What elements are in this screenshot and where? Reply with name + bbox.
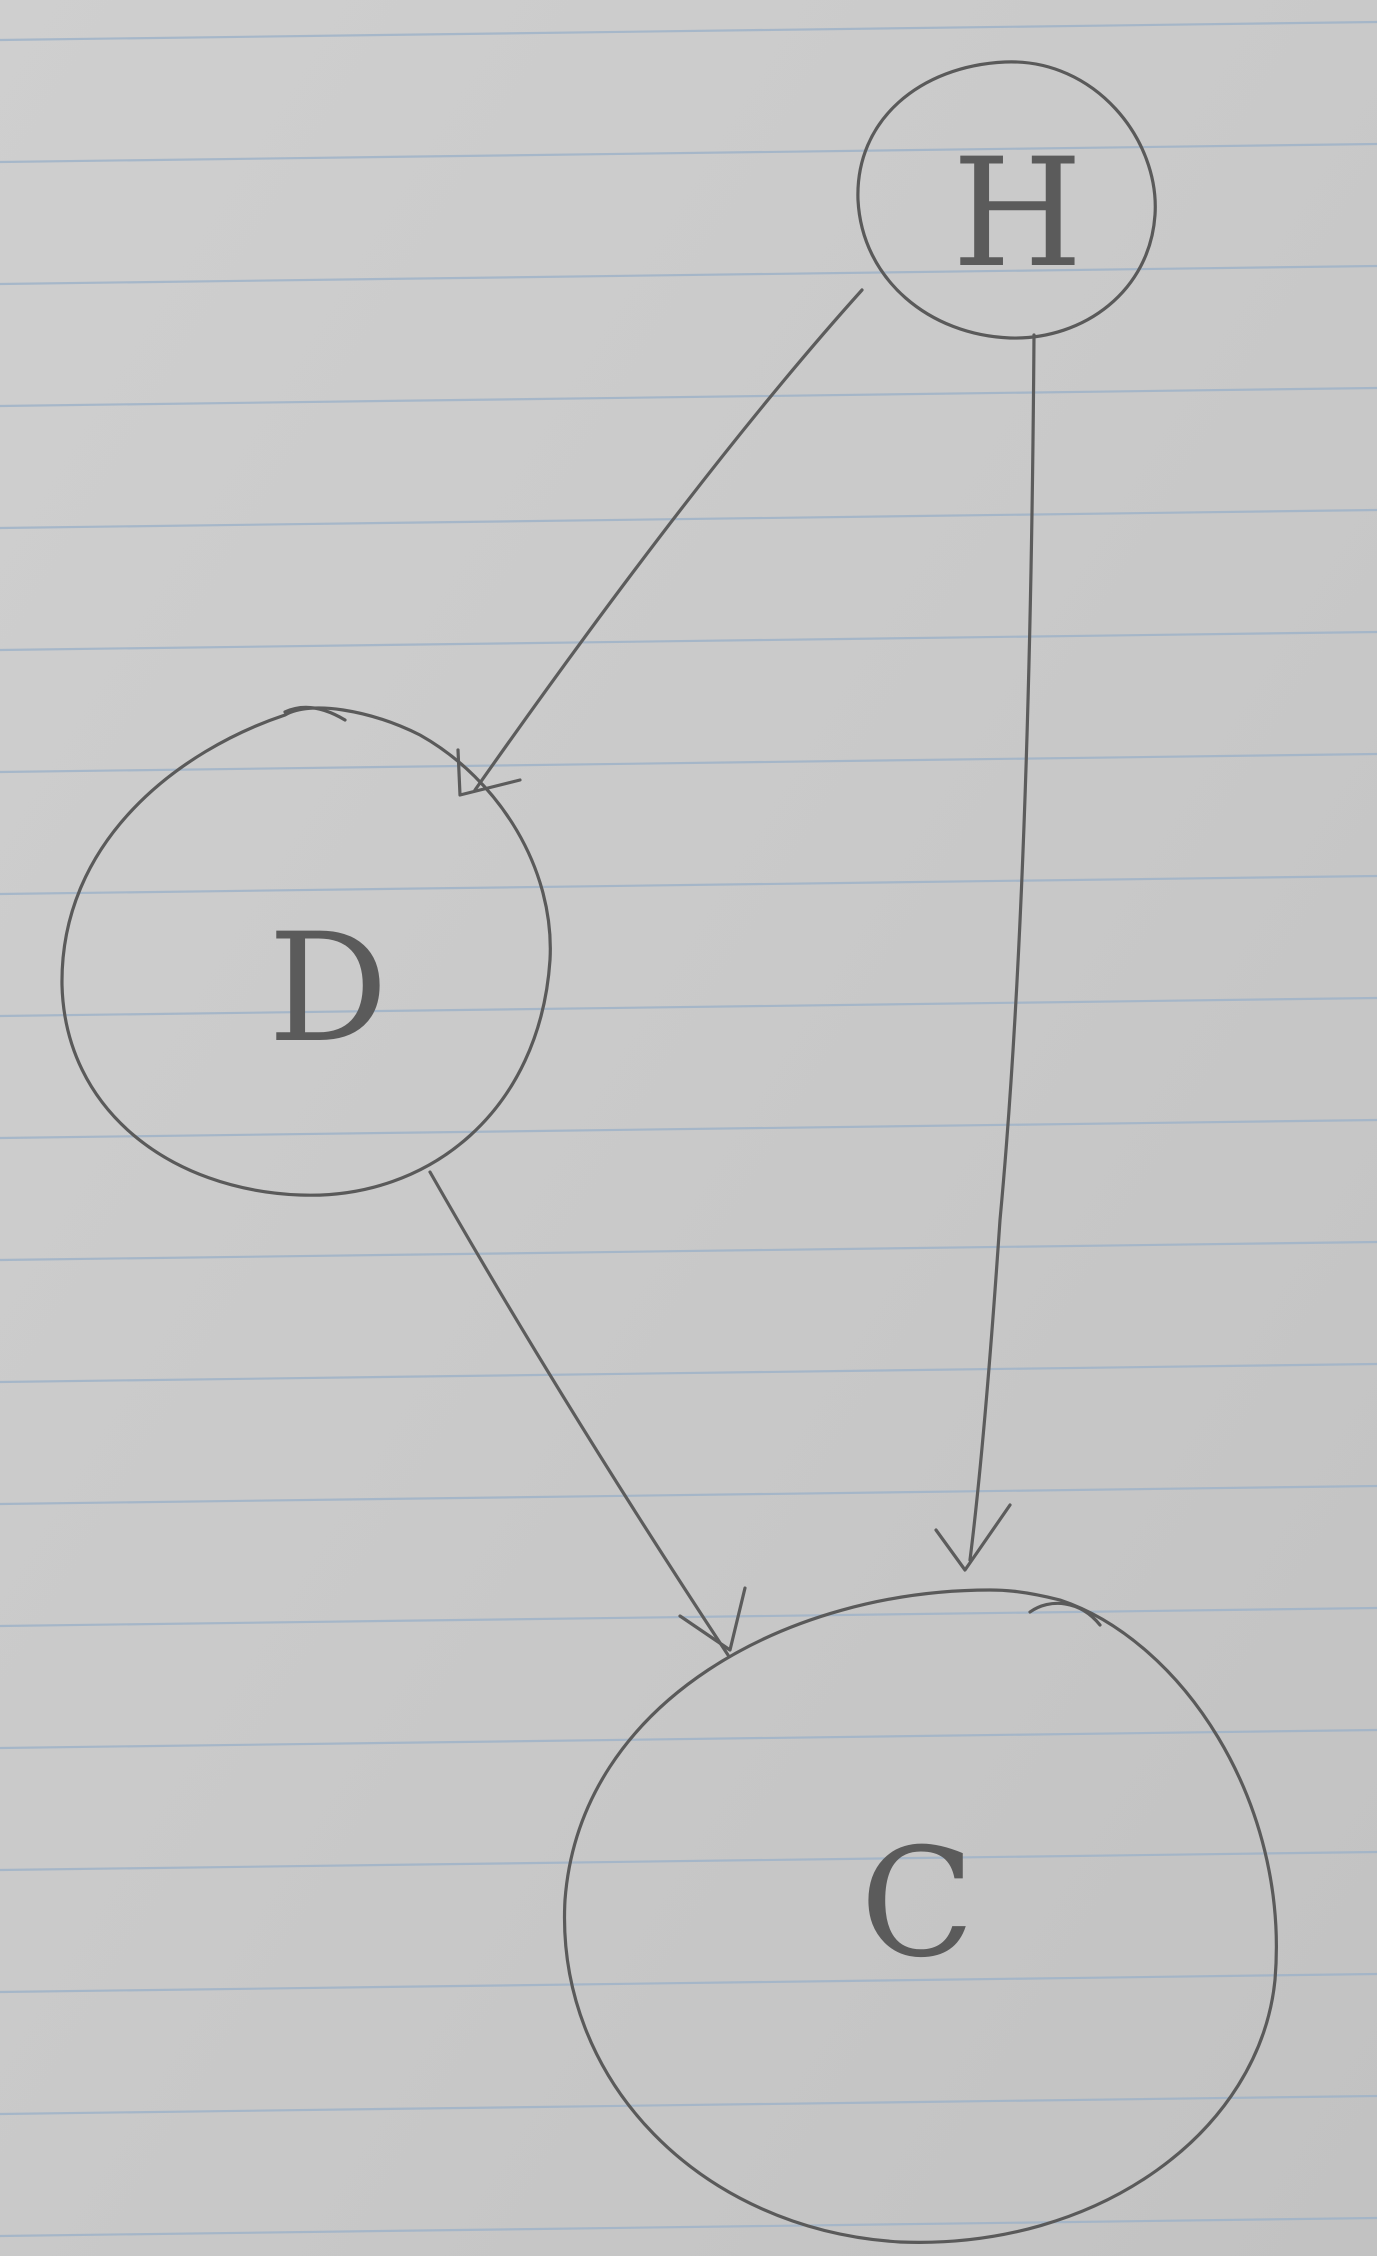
ruled-line — [0, 1972, 1377, 1994]
ruled-line — [0, 1850, 1377, 1872]
node-h-label: H — [952, 127, 1083, 301]
ruled-line — [0, 386, 1377, 408]
ruled-line — [0, 508, 1377, 530]
edge-h-to-c-line — [968, 333, 1036, 1562]
edge-h-to-c — [934, 333, 1036, 1572]
edge-h-to-d-line — [473, 288, 864, 792]
ruled-line — [0, 1362, 1377, 1384]
node-d-circle-overstroke — [283, 705, 347, 722]
node-d-label: D — [268, 902, 388, 1076]
ruled-line — [0, 1728, 1377, 1750]
ruled-line — [0, 1118, 1377, 1140]
ruled-line — [0, 2216, 1377, 2238]
edge-d-to-c-arrowhead — [678, 1586, 747, 1652]
node-h: H — [856, 60, 1157, 340]
node-d: D — [60, 705, 552, 1197]
node-h-circle — [856, 60, 1157, 340]
ruled-line — [0, 264, 1377, 286]
node-c-circle-overstroke — [1028, 1601, 1102, 1627]
ruled-line — [0, 630, 1377, 652]
edge-d-to-c — [428, 1170, 747, 1657]
edges — [428, 288, 1036, 1657]
edge-h-to-d — [456, 288, 864, 797]
ruled-line — [0, 20, 1377, 42]
edge-d-to-c-line — [428, 1170, 730, 1657]
ruled-line — [0, 996, 1377, 1018]
ruled-line — [0, 2094, 1377, 2116]
node-d-circle — [60, 706, 552, 1197]
ruled-line — [0, 874, 1377, 896]
ruled-line — [0, 1484, 1377, 1506]
ruled-line — [0, 1240, 1377, 1262]
node-c: C — [562, 1588, 1278, 2244]
edge-h-to-d-arrowhead — [456, 748, 522, 797]
node-c-label: C — [860, 1817, 975, 1991]
ruled-line — [0, 1606, 1377, 1628]
ruled-line — [0, 142, 1377, 164]
node-c-circle — [562, 1588, 1278, 2244]
ruled-line — [0, 752, 1377, 774]
ruled-lines — [0, 20, 1377, 2238]
edge-h-to-c-arrowhead — [934, 1503, 1012, 1572]
